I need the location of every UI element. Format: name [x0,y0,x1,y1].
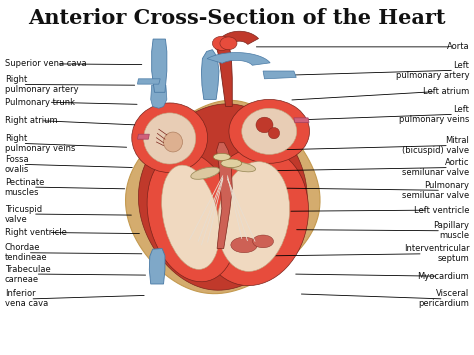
Text: Aortic
semilunar valve: Aortic semilunar valve [402,158,469,177]
Text: Chordae
tendineae: Chordae tendineae [5,243,47,262]
Ellipse shape [212,36,231,50]
Polygon shape [126,100,320,294]
Polygon shape [217,143,232,248]
Ellipse shape [213,153,230,160]
Text: Fossa
ovalis: Fossa ovalis [5,155,29,174]
Ellipse shape [199,147,309,286]
Polygon shape [294,118,309,122]
Text: Left atrium: Left atrium [423,87,469,96]
Ellipse shape [228,162,255,172]
Ellipse shape [218,162,290,272]
Text: Aorta: Aorta [447,42,469,51]
Polygon shape [215,43,232,106]
Polygon shape [151,85,167,108]
Text: Left ventricle: Left ventricle [414,206,469,215]
Text: Right
pulmonary artery: Right pulmonary artery [5,75,78,94]
Ellipse shape [162,165,219,269]
Polygon shape [207,53,270,65]
Polygon shape [137,79,160,84]
Text: Mitral
(bicuspid) valve: Mitral (bicuspid) valve [402,136,469,155]
Ellipse shape [132,103,208,173]
Ellipse shape [253,235,273,248]
Ellipse shape [231,237,257,253]
Ellipse shape [147,151,237,282]
Text: Left
pulmonary artery: Left pulmonary artery [396,61,469,80]
Text: Trabeculae
carneae: Trabeculae carneae [5,264,51,284]
Ellipse shape [229,99,310,163]
Text: Myocardium: Myocardium [418,272,469,281]
Text: Pectinate
muscles: Pectinate muscles [5,178,44,197]
Text: Interventricular
septum: Interventricular septum [404,244,469,263]
Text: Pulmonary
semilunar valve: Pulmonary semilunar valve [402,181,469,200]
Text: Visceral
pericardium: Visceral pericardium [419,289,469,308]
Ellipse shape [221,159,242,168]
Polygon shape [201,50,219,99]
Text: Superior vena cava: Superior vena cava [5,59,86,69]
Ellipse shape [220,37,237,50]
Polygon shape [152,39,167,92]
Ellipse shape [256,117,273,133]
Ellipse shape [242,108,297,154]
Ellipse shape [268,127,280,139]
Text: Anterior Cross-Section of the Heart: Anterior Cross-Section of the Heart [28,8,446,28]
Polygon shape [263,71,296,79]
Polygon shape [216,31,258,49]
Text: Inferior
vena cava: Inferior vena cava [5,289,48,308]
Text: Papillary
muscle: Papillary muscle [433,221,469,240]
Text: Left
pulmonary veins: Left pulmonary veins [399,105,469,124]
Text: Right ventricle: Right ventricle [5,228,67,237]
Text: Pulmonary trunk: Pulmonary trunk [5,98,75,107]
Text: Right
pulmonary veins: Right pulmonary veins [5,134,75,153]
Ellipse shape [191,167,219,179]
Ellipse shape [144,113,196,164]
Polygon shape [149,248,165,284]
Ellipse shape [164,132,182,152]
Text: Right atrium: Right atrium [5,116,57,125]
Text: Tricuspid
valve: Tricuspid valve [5,204,42,224]
Polygon shape [137,134,149,139]
Polygon shape [138,104,307,290]
